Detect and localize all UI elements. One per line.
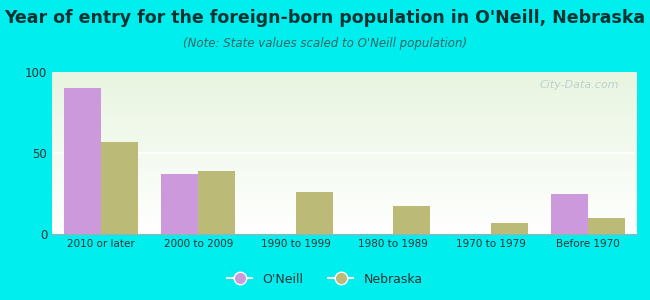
Bar	[161, 174, 198, 234]
Bar	[491, 223, 528, 234]
Bar	[588, 218, 625, 234]
Legend: O'Neill, Nebraska: O'Neill, Nebraska	[222, 268, 428, 291]
Bar	[296, 192, 333, 234]
Text: (Note: State values scaled to O'Neill population): (Note: State values scaled to O'Neill po…	[183, 38, 467, 50]
Bar	[198, 171, 235, 234]
Bar	[393, 206, 430, 234]
Bar	[64, 88, 101, 234]
Bar	[551, 194, 588, 234]
Text: City-Data.com: City-Data.com	[540, 80, 619, 90]
Text: Year of entry for the foreign-born population in O'Neill, Nebraska: Year of entry for the foreign-born popul…	[5, 9, 645, 27]
Bar	[101, 142, 138, 234]
